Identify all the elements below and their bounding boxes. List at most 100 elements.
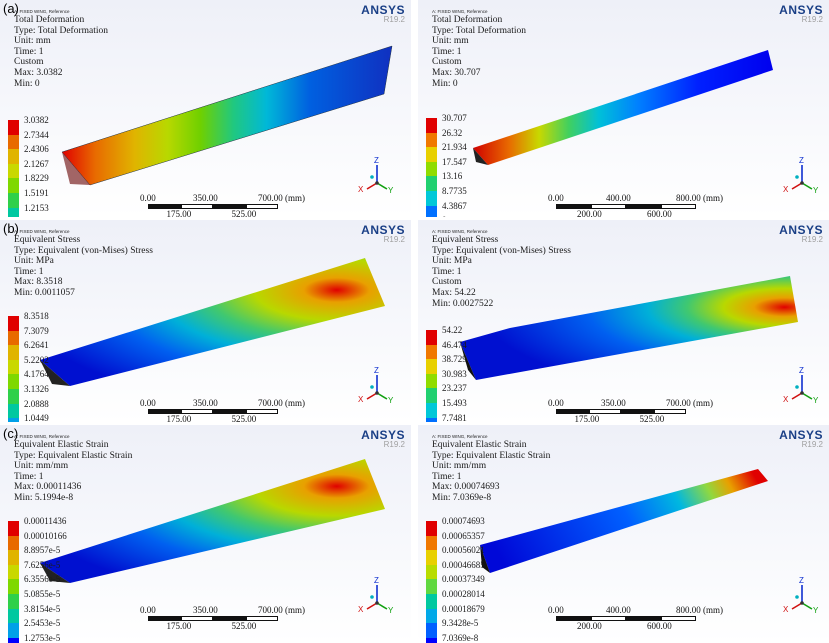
legend-value: 23.237 — [442, 383, 467, 394]
wing-model — [61, 45, 393, 186]
legend-value: 2.4306 — [24, 144, 49, 155]
scale-label-top: 0.00 — [140, 398, 156, 408]
legend-swatch — [426, 205, 437, 217]
legend-value: 30.983 — [442, 368, 467, 379]
legend-swatch — [8, 564, 19, 580]
legend-value: 8.3518 — [24, 311, 49, 321]
scale-ruler — [148, 409, 278, 414]
model-name: A: FIXED WING, Reference — [14, 229, 70, 234]
legend-value: 21.934 — [442, 142, 467, 153]
x-axis-label: X — [783, 185, 789, 194]
legend-swatch — [8, 149, 19, 164]
legend-swatch — [426, 593, 437, 609]
axis-origin-dot — [375, 601, 379, 605]
scale-label-top: 0.00 — [548, 398, 564, 408]
scale-segment — [626, 204, 661, 209]
scale-ruler — [556, 204, 696, 209]
scale-label-top: 400.00 — [606, 605, 631, 615]
legend-value: 7.0369e-8 — [442, 632, 479, 643]
scale-segment — [556, 616, 591, 621]
panel-b-left: (b) ANSYS R19.2 A: FIXED WING, Reference … — [0, 220, 411, 422]
scale-segment — [661, 204, 696, 209]
scale-segment — [148, 409, 181, 414]
legend-value: 8.8957e-5 — [24, 545, 61, 556]
y-axis-line — [376, 602, 388, 610]
legend-swatch — [426, 535, 437, 551]
legend-value: 7.3079 — [24, 325, 49, 336]
panel-a-right: ANSYS R19.2 A: FIXED WING, Reference Tota… — [418, 0, 829, 217]
legend-swatch — [8, 374, 19, 389]
scale-label-bottom: 200.00 — [577, 209, 602, 217]
scale-label-top: 0.00 — [548, 193, 564, 203]
x-axis-label: X — [358, 605, 364, 614]
scale-segment — [591, 204, 626, 209]
scale-label-bottom: 175.00 — [166, 209, 192, 217]
legend-swatch — [8, 163, 19, 179]
result-info: A: FIXED WING, Reference Equivalent Elas… — [432, 434, 551, 503]
legend-value: 0.00028014 — [442, 588, 485, 599]
legend-swatch — [8, 623, 19, 638]
legend-swatch — [8, 521, 19, 536]
legend-swatch — [426, 417, 437, 422]
legend-value: 6.3556e-5 — [24, 574, 61, 585]
legend-swatch — [8, 192, 19, 208]
legend-swatch — [8, 345, 19, 360]
scale-segment — [626, 616, 661, 621]
panel-c-left: (c) ANSYS R19.2 A: FIXED WING, Reference … — [0, 425, 411, 643]
panel-b-right: ANSYS R19.2 A: FIXED WING, Reference Equi… — [418, 220, 829, 422]
legend-value: 1.0449 — [24, 413, 49, 422]
scale-segment — [245, 409, 278, 414]
z-axis-label: Z — [799, 576, 804, 585]
z-axis-label: Z — [799, 366, 804, 375]
legend-swatch — [426, 564, 437, 580]
legend-value: 1.2153 — [24, 202, 49, 213]
axis-origin-dot — [800, 391, 804, 395]
legend-value: 0.00011436 — [24, 516, 67, 526]
legend-swatch — [426, 176, 437, 191]
x-axis-line — [366, 392, 378, 400]
ansys-logo: ANSYS R19.2 — [779, 428, 823, 449]
scale-segment — [621, 409, 654, 414]
legend-value: 9.3428e-5 — [442, 618, 479, 629]
y-axis-line — [801, 602, 813, 610]
scale-label-top: 700.00 (mm) — [666, 398, 713, 408]
legend-swatch — [8, 178, 19, 193]
legend-value: 5.2202 — [24, 354, 49, 365]
scale-label-bottom: 600.00 — [647, 209, 672, 217]
scale-label-top: 0.00 — [548, 605, 564, 615]
legend-swatch — [8, 637, 19, 643]
x-axis-line — [791, 392, 803, 400]
axis-triad: Z X Y — [358, 156, 394, 195]
legend-swatch — [8, 134, 19, 150]
legend-value: 46.474 — [442, 339, 467, 350]
y-axis-label: Y — [388, 186, 394, 195]
legend-value: 0 — [442, 215, 447, 217]
scale-segment — [591, 616, 626, 621]
wing-model — [40, 258, 385, 386]
legend-swatch — [8, 550, 19, 565]
scale-ruler — [556, 616, 696, 621]
legend-swatch — [426, 147, 437, 162]
legend-swatch — [8, 593, 19, 609]
wing-model — [40, 459, 385, 583]
x-axis-line — [366, 182, 378, 190]
scale-segment — [213, 204, 246, 209]
legend-swatch — [8, 418, 19, 422]
legend-value: 2.0888 — [24, 398, 49, 409]
legend-value: 4.1764 — [24, 369, 49, 380]
legend-swatch — [8, 403, 19, 419]
scale-label-bottom: 525.00 — [231, 621, 257, 631]
panel-a-left: (a) ANSYS R19.2 A: FIXED WING, Reference … — [0, 0, 411, 217]
legend-value: 1.5191 — [24, 187, 49, 198]
legend-swatch — [426, 330, 437, 345]
y-axis-label: Y — [813, 396, 819, 405]
legend-swatch — [8, 207, 19, 217]
scale-label-top: 0.00 — [140, 605, 156, 615]
legend-value: 0.00010166 — [24, 530, 67, 541]
legend-value: 3.1326 — [24, 383, 49, 394]
result-info: A: FIXED WING, Reference Total Deformati… — [14, 9, 108, 89]
legend-swatch — [8, 388, 19, 404]
legend-value: 4.3867 — [442, 200, 467, 211]
scale-segment — [245, 204, 278, 209]
y-axis-line — [376, 182, 388, 190]
